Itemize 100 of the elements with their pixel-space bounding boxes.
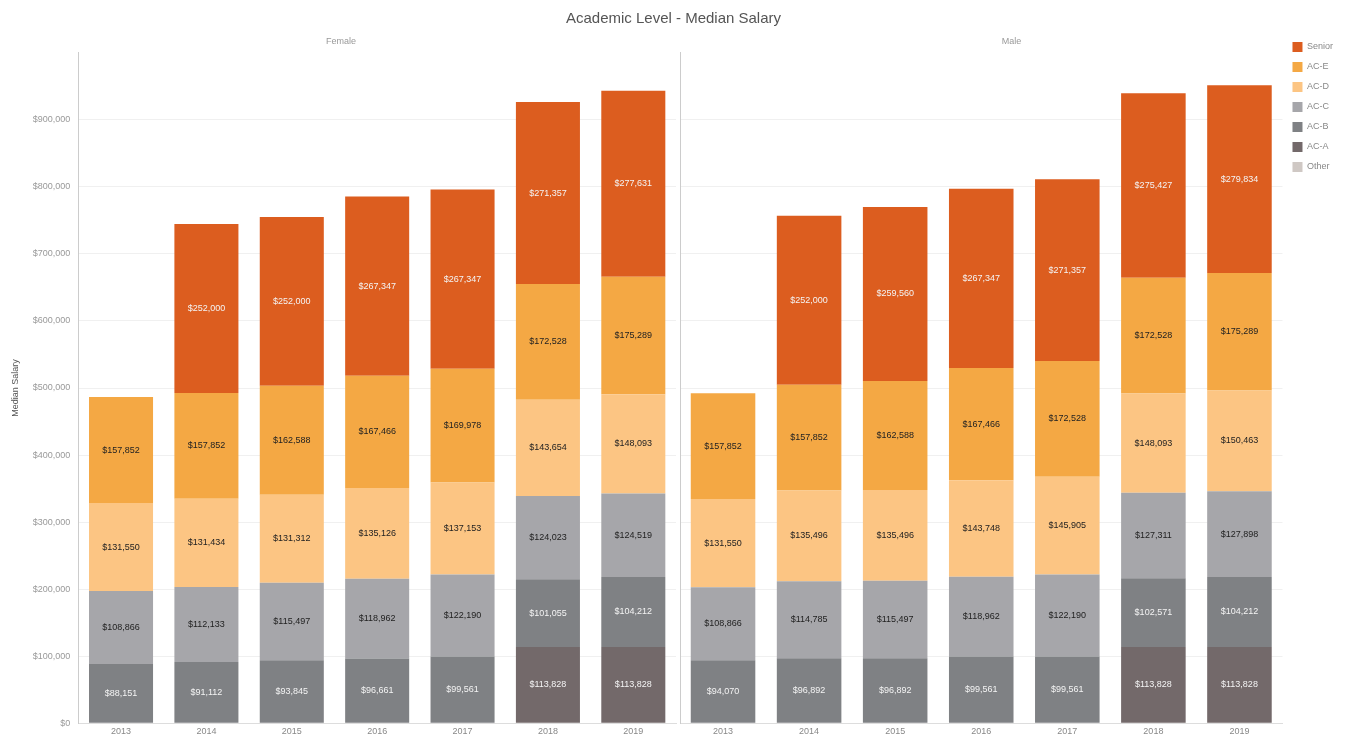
bar bbox=[690, 498, 756, 588]
x-tick-label: 2018 bbox=[537, 726, 558, 737]
x-tick-label: 2019 bbox=[623, 726, 644, 737]
bar bbox=[174, 586, 239, 663]
data-label: $252,000 bbox=[273, 295, 311, 306]
data-label: $115,497 bbox=[876, 614, 914, 625]
data-label: $127,898 bbox=[1220, 528, 1259, 539]
data-label: $277,631 bbox=[614, 178, 653, 189]
bar bbox=[776, 490, 842, 582]
bar bbox=[948, 480, 1014, 577]
data-label: $175,289 bbox=[614, 329, 653, 340]
x-tick-label: 2013 bbox=[713, 726, 734, 737]
data-label: $279,834 bbox=[1220, 173, 1259, 184]
bar bbox=[948, 368, 1014, 481]
legend-label: Other bbox=[1306, 161, 1330, 172]
bar bbox=[1035, 179, 1100, 362]
y-tick-label: $300,000 bbox=[32, 516, 71, 527]
data-label: $96,661 bbox=[360, 685, 394, 696]
bar bbox=[259, 582, 324, 661]
y-tick-label: $400,000 bbox=[32, 449, 71, 460]
data-label: $96,892 bbox=[792, 684, 826, 695]
bar bbox=[259, 216, 324, 386]
bar bbox=[690, 587, 756, 661]
bar bbox=[430, 482, 495, 575]
data-label: $162,588 bbox=[876, 429, 914, 440]
chart-subtitle: Female bbox=[325, 35, 357, 46]
bar bbox=[862, 580, 928, 659]
bar bbox=[1035, 656, 1100, 723]
data-label: $252,000 bbox=[187, 303, 226, 314]
data-label: $124,519 bbox=[614, 529, 653, 540]
bar bbox=[601, 90, 666, 277]
data-label: $267,347 bbox=[962, 272, 1001, 283]
bar bbox=[1207, 491, 1272, 578]
y-axis-title: Median Salary bbox=[9, 358, 20, 417]
bar bbox=[174, 662, 239, 723]
bar bbox=[1207, 390, 1272, 492]
legend-label: AC-E bbox=[1306, 61, 1329, 72]
data-label: $135,496 bbox=[790, 530, 828, 541]
bar bbox=[1121, 492, 1186, 579]
data-label: $118,962 bbox=[962, 611, 1000, 622]
data-label: $271,357 bbox=[529, 187, 567, 198]
data-label: $113,828 bbox=[529, 679, 567, 690]
data-label: $113,828 bbox=[614, 679, 652, 690]
y-tick-label: $900,000 bbox=[32, 114, 71, 125]
data-label: $114,785 bbox=[790, 614, 828, 625]
data-label: $172,528 bbox=[1134, 330, 1173, 341]
data-label: $113,828 bbox=[1134, 679, 1172, 690]
data-label: $148,093 bbox=[1134, 437, 1173, 448]
data-label: $122,190 bbox=[443, 609, 482, 620]
bar bbox=[515, 102, 580, 285]
data-label: $131,550 bbox=[704, 537, 742, 548]
bar bbox=[430, 574, 495, 657]
bar bbox=[1207, 85, 1272, 273]
y-tick-label: $800,000 bbox=[32, 181, 71, 192]
x-tick-label: 2015 bbox=[281, 726, 302, 737]
data-label: $124,023 bbox=[529, 532, 567, 543]
bar bbox=[776, 581, 842, 659]
data-label: $118,962 bbox=[358, 613, 396, 624]
data-label: $99,561 bbox=[964, 684, 998, 695]
data-label: $102,571 bbox=[1134, 606, 1173, 617]
bar bbox=[776, 215, 842, 385]
x-tick-label: 2013 bbox=[111, 726, 132, 737]
y-tick-label: $600,000 bbox=[32, 315, 71, 326]
data-label: $271,357 bbox=[1048, 264, 1087, 275]
bar bbox=[948, 656, 1014, 723]
bar bbox=[1121, 578, 1186, 647]
data-label: $267,347 bbox=[443, 273, 482, 284]
data-label: $127,311 bbox=[1134, 529, 1172, 540]
bar bbox=[259, 385, 324, 495]
x-tick-label: 2017 bbox=[452, 726, 473, 737]
x-tick-label: 2015 bbox=[885, 726, 906, 737]
bar bbox=[345, 375, 410, 489]
chart-subtitle: Male bbox=[1001, 35, 1022, 46]
bar bbox=[174, 393, 239, 499]
bar bbox=[174, 224, 239, 394]
data-label: $145,905 bbox=[1048, 520, 1087, 531]
data-label: $131,434 bbox=[187, 537, 226, 548]
data-label: $150,463 bbox=[1220, 435, 1259, 446]
bar bbox=[259, 494, 324, 583]
bar bbox=[515, 496, 580, 580]
bar bbox=[1121, 93, 1186, 278]
bar bbox=[345, 578, 410, 659]
data-label: $108,866 bbox=[704, 618, 742, 629]
chart-title: Academic Level - Median Salary bbox=[564, 8, 783, 28]
data-label: $94,070 bbox=[706, 685, 740, 696]
data-label: $115,497 bbox=[273, 616, 311, 627]
x-tick-label: 2019 bbox=[1229, 726, 1250, 737]
bar bbox=[1121, 393, 1186, 493]
data-label: $172,528 bbox=[1048, 413, 1087, 424]
data-label: $157,852 bbox=[704, 440, 742, 451]
data-label: $131,312 bbox=[273, 533, 311, 544]
data-label: $88,151 bbox=[104, 687, 138, 698]
bar bbox=[1207, 646, 1272, 723]
data-label: $108,866 bbox=[102, 622, 140, 633]
bar bbox=[89, 591, 154, 665]
bar bbox=[862, 380, 928, 490]
x-tick-label: 2018 bbox=[1143, 726, 1164, 737]
data-label: $93,845 bbox=[275, 685, 309, 696]
data-label: $99,561 bbox=[446, 684, 479, 695]
x-tick-label: 2017 bbox=[1057, 726, 1078, 737]
